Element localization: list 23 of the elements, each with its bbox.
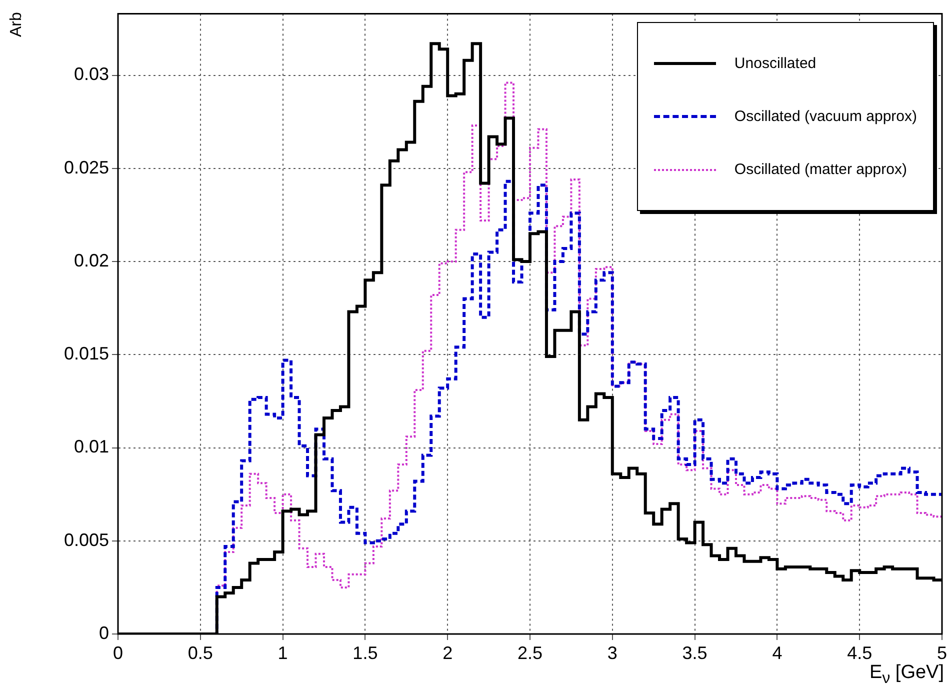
x-tick-label: 1.5 — [352, 642, 378, 663]
x-tick-label: 3.5 — [682, 642, 708, 663]
y-tick-label: 0.02 — [74, 250, 109, 270]
y-tick-label: 0.03 — [74, 64, 109, 84]
x-axis-title: E$_{ν}$ [GeV] — [870, 662, 944, 688]
x-tick-label: 4.5 — [847, 642, 872, 663]
x-tick-label: 0.5 — [188, 642, 213, 663]
x-tick-label: 3 — [607, 642, 618, 663]
legend-label: Oscillated (matter approx) — [734, 161, 907, 178]
y-tick-label: 0.015 — [64, 344, 109, 364]
x-tick-label: 2.5 — [517, 642, 543, 663]
y-tick-label: 0.005 — [64, 530, 109, 550]
y-axis-title: Arb — [8, 12, 26, 37]
x-tick-label: 5 — [936, 642, 947, 663]
legend-label: Oscillated (vacuum approx) — [734, 108, 917, 125]
y-tick-label: 0.025 — [64, 157, 109, 178]
y-tick-label: 0.01 — [74, 436, 109, 457]
x-tick-label: 2 — [442, 642, 453, 663]
x-tick-label: 0 — [112, 642, 124, 663]
legend-label: Unoscillated — [734, 55, 816, 72]
x-tick-label: 1 — [278, 642, 288, 663]
x-tick-label: 4 — [772, 642, 782, 663]
y-tick-label: 0 — [98, 622, 109, 643]
